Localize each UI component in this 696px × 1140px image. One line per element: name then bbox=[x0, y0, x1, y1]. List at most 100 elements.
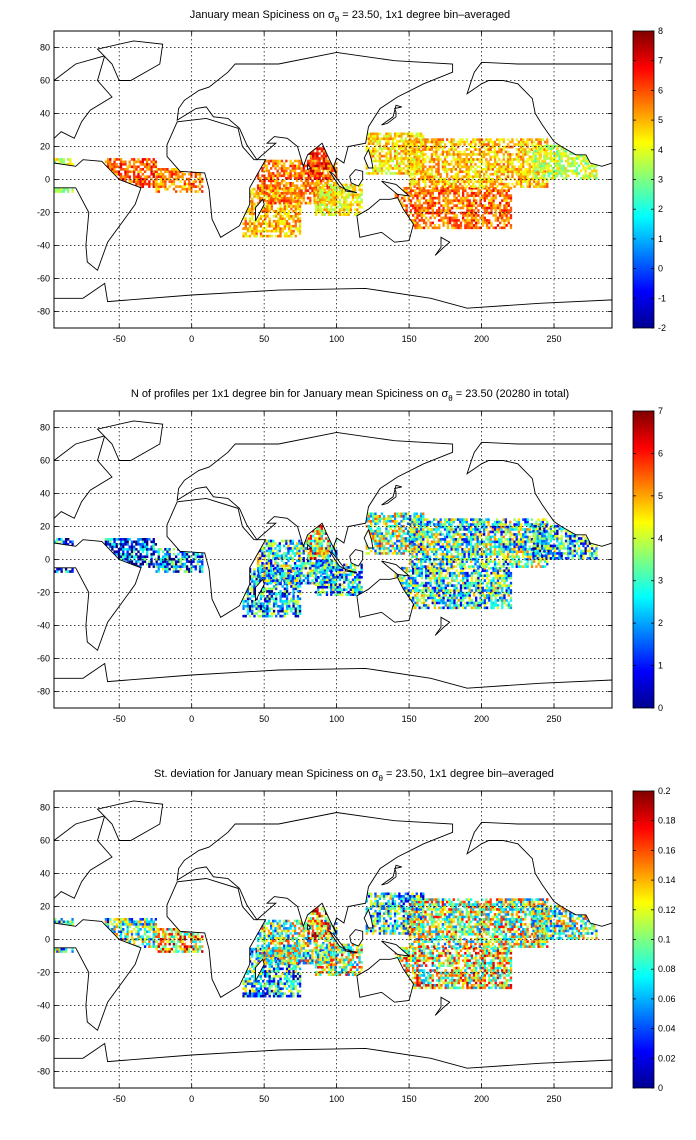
data-cell bbox=[448, 221, 452, 225]
data-cell bbox=[427, 206, 430, 210]
data-cell bbox=[313, 184, 316, 188]
data-cell bbox=[577, 157, 581, 160]
data-cell bbox=[170, 172, 174, 176]
data-cell bbox=[141, 158, 145, 161]
data-cell bbox=[325, 208, 329, 212]
data-cell bbox=[413, 153, 416, 156]
data-cell bbox=[511, 138, 514, 141]
data-cell bbox=[259, 229, 263, 233]
data-cell bbox=[292, 590, 295, 593]
data-cell bbox=[487, 153, 490, 156]
data-cell bbox=[415, 143, 418, 146]
data-cell bbox=[367, 142, 371, 146]
data-cell bbox=[113, 545, 116, 549]
data-cell bbox=[393, 164, 397, 168]
data-cell bbox=[274, 581, 277, 585]
data-cell bbox=[584, 154, 587, 158]
data-cell bbox=[336, 191, 339, 194]
data-cell bbox=[370, 142, 373, 146]
data-cell bbox=[296, 184, 299, 188]
data-cell bbox=[464, 211, 467, 215]
data-cell bbox=[457, 199, 460, 202]
data-cell bbox=[464, 199, 467, 202]
data-cell bbox=[172, 570, 176, 573]
data-cell bbox=[152, 552, 155, 556]
data-cell bbox=[309, 564, 312, 568]
data-cell bbox=[277, 217, 280, 221]
data-cell bbox=[242, 234, 245, 238]
data-cell bbox=[164, 548, 167, 551]
data-cell bbox=[517, 148, 521, 151]
data-cell bbox=[396, 144, 399, 148]
data-cell bbox=[558, 159, 561, 163]
y-tick-label: 0 bbox=[45, 175, 50, 185]
data-cell bbox=[453, 189, 456, 193]
data-cell bbox=[166, 168, 169, 171]
data-cell bbox=[262, 567, 265, 571]
data-cell bbox=[294, 234, 297, 238]
data-cell bbox=[261, 554, 264, 558]
data-cell bbox=[281, 595, 284, 598]
data-cell bbox=[130, 170, 134, 174]
data-cell bbox=[538, 177, 542, 180]
data-cell bbox=[385, 144, 388, 148]
data-cell bbox=[466, 224, 469, 227]
data-cell bbox=[485, 182, 488, 186]
data-cell bbox=[562, 169, 566, 173]
data-cell bbox=[298, 597, 302, 601]
data-cell bbox=[435, 170, 438, 174]
data-cell bbox=[530, 160, 534, 164]
data-cell bbox=[281, 210, 284, 213]
data-cell bbox=[133, 540, 136, 544]
data-cell bbox=[490, 191, 493, 195]
data-cell bbox=[511, 145, 514, 149]
data-cell bbox=[265, 559, 268, 563]
data-cell bbox=[270, 201, 273, 205]
data-cell bbox=[298, 201, 301, 205]
data-cell bbox=[317, 196, 320, 199]
data-cell bbox=[119, 175, 123, 179]
data-cell bbox=[253, 205, 256, 208]
data-cell bbox=[411, 144, 414, 148]
data-cell bbox=[274, 199, 277, 202]
data-cell bbox=[420, 191, 424, 195]
data-cell bbox=[251, 577, 254, 581]
data-cell bbox=[194, 172, 197, 176]
data-cell bbox=[406, 172, 410, 175]
data-cell bbox=[137, 540, 140, 544]
data-cell bbox=[496, 185, 499, 188]
data-cell bbox=[501, 211, 504, 215]
data-cell bbox=[168, 177, 171, 181]
data-cell bbox=[457, 226, 460, 230]
data-cell bbox=[313, 169, 316, 173]
data-cell bbox=[374, 164, 377, 168]
data-cell bbox=[549, 157, 553, 160]
data-cell bbox=[470, 150, 473, 154]
data-cell bbox=[485, 206, 489, 210]
data-cell bbox=[322, 172, 325, 175]
data-cell bbox=[242, 602, 245, 606]
data-cell bbox=[159, 177, 163, 181]
data-cell bbox=[380, 137, 384, 141]
data-cell bbox=[154, 543, 158, 546]
data-cell bbox=[485, 180, 488, 183]
data-cell bbox=[292, 592, 295, 596]
data-cell bbox=[302, 182, 305, 185]
data-cell bbox=[452, 168, 455, 171]
data-cell bbox=[477, 194, 480, 197]
data-cell bbox=[274, 167, 277, 170]
data-cell bbox=[435, 175, 438, 179]
data-cell bbox=[426, 177, 429, 181]
data-cell bbox=[298, 590, 302, 593]
data-cell bbox=[146, 158, 149, 161]
data-cell bbox=[470, 206, 474, 210]
data-cell bbox=[533, 158, 536, 161]
data-cell bbox=[427, 209, 430, 212]
data-cell bbox=[391, 144, 395, 148]
data-cell bbox=[155, 570, 158, 573]
data-cell bbox=[318, 162, 321, 165]
data-cell bbox=[157, 548, 160, 551]
data-cell bbox=[298, 196, 301, 200]
data-cell bbox=[277, 190, 280, 193]
data-cell bbox=[285, 571, 288, 575]
